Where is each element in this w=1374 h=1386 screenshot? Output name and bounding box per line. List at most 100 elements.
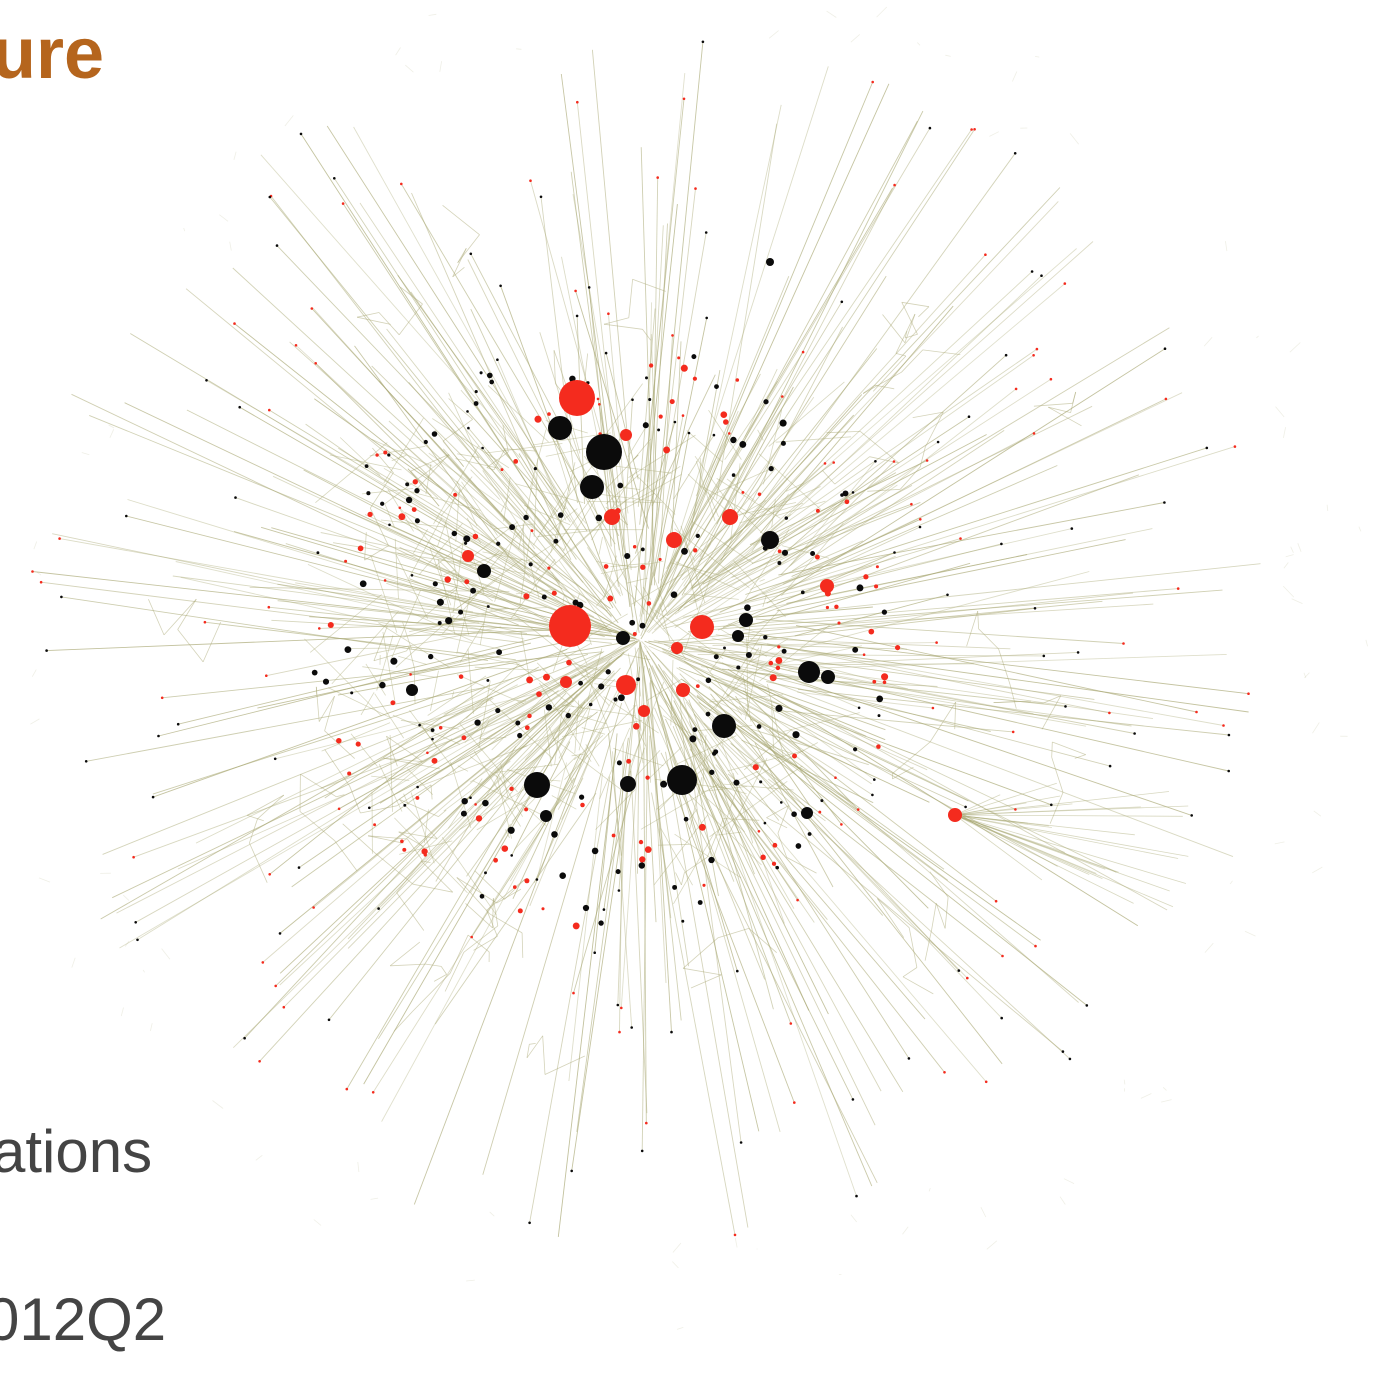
graph-node	[390, 657, 398, 665]
graph-edge	[459, 723, 518, 793]
graph-edge	[500, 763, 509, 799]
graph-edge	[706, 818, 724, 858]
graph-edge	[630, 759, 648, 1114]
graph-edge	[430, 670, 439, 711]
graph-node	[535, 878, 539, 881]
graph-edge	[347, 678, 616, 949]
graph-node	[474, 390, 478, 394]
graph-node	[344, 559, 348, 563]
graph-edge	[557, 749, 617, 1237]
graph-edge	[546, 642, 627, 695]
graph-edge	[536, 762, 568, 880]
graph-node	[524, 878, 530, 884]
graph-edge	[527, 541, 558, 562]
graph-edge	[781, 545, 830, 559]
graph-edge	[751, 503, 912, 565]
graph-edge	[954, 814, 1043, 881]
graph-edge	[324, 749, 351, 787]
graph-edge	[437, 433, 465, 467]
graph-node	[423, 439, 428, 445]
graph-node	[1004, 353, 1008, 357]
graph-node	[484, 871, 487, 875]
graph-edge	[407, 838, 423, 861]
graph-edge	[544, 709, 552, 767]
graph-hub-node	[477, 564, 491, 578]
graph-edge	[457, 674, 525, 705]
graph-edge	[628, 279, 633, 318]
graph-edge	[632, 474, 682, 503]
graph-edge	[503, 477, 511, 522]
graph-node	[775, 665, 781, 671]
graph-node	[760, 854, 766, 861]
graph-edge	[407, 468, 439, 499]
graph-edge	[683, 967, 722, 976]
graph-edge	[402, 622, 412, 650]
graph-node	[359, 580, 367, 588]
graph-edge	[935, 903, 946, 929]
graph-edge	[902, 976, 934, 995]
graph-edge	[378, 670, 615, 909]
graph-edge	[172, 575, 603, 633]
graph-node	[501, 845, 509, 852]
graph-node	[818, 810, 822, 814]
graph-edge	[642, 586, 651, 600]
graph-node	[615, 869, 621, 875]
graph-edge	[599, 727, 631, 799]
graph-edge	[687, 567, 699, 611]
graph-edge	[349, 786, 361, 814]
graph-edge	[657, 66, 829, 602]
graph-node	[792, 753, 797, 759]
graph-node	[780, 440, 786, 446]
graph-edge	[417, 745, 528, 788]
graph-edge	[954, 814, 1090, 875]
graph-edge	[456, 877, 490, 915]
graph-edge	[456, 591, 472, 654]
graph-node	[437, 621, 442, 625]
graph-edge	[767, 683, 784, 757]
graph-edge	[660, 752, 878, 1184]
graph-edge	[331, 610, 399, 685]
graph-node	[872, 679, 877, 684]
graph-edge	[702, 794, 745, 833]
graph-edge	[304, 638, 382, 717]
graph-edge	[457, 765, 469, 772]
graph-node	[1050, 803, 1053, 807]
graph-edge	[581, 727, 606, 735]
graph-edge	[954, 814, 1049, 827]
graph-edge	[362, 666, 438, 678]
graph-node	[341, 202, 345, 205]
graph-edge	[410, 291, 571, 523]
graph-edge	[918, 306, 930, 318]
graph-node	[693, 548, 698, 553]
graph-edge	[423, 809, 429, 844]
graph-edge	[398, 303, 423, 336]
graph-edge	[689, 721, 702, 746]
graph-node	[784, 516, 789, 520]
graph-node	[697, 900, 703, 905]
graph-edge	[605, 473, 640, 505]
graph-edge	[668, 518, 734, 585]
graph-edge	[770, 677, 938, 687]
graph-node	[357, 545, 364, 552]
graph-edge	[178, 634, 549, 725]
graph-edge	[649, 301, 843, 622]
graph-node	[752, 764, 759, 771]
graph-edge	[641, 73, 686, 517]
graph-node	[768, 465, 774, 472]
graph-node	[344, 646, 352, 653]
graph-node	[772, 842, 778, 848]
graph-edge	[1041, 695, 1062, 730]
graph-edge	[435, 746, 517, 882]
graph-edge	[468, 427, 612, 598]
graph-hub-node	[604, 509, 620, 525]
graph-edge	[680, 600, 1103, 644]
graph-hub-node	[712, 714, 736, 738]
graph-edge	[437, 492, 457, 547]
graph-node	[731, 473, 736, 477]
graph-node	[970, 128, 973, 131]
graph-node	[416, 785, 419, 789]
graph-edge	[347, 661, 611, 940]
graph-edge	[675, 872, 682, 886]
graph-node	[645, 775, 650, 780]
graph-edge	[750, 728, 869, 766]
